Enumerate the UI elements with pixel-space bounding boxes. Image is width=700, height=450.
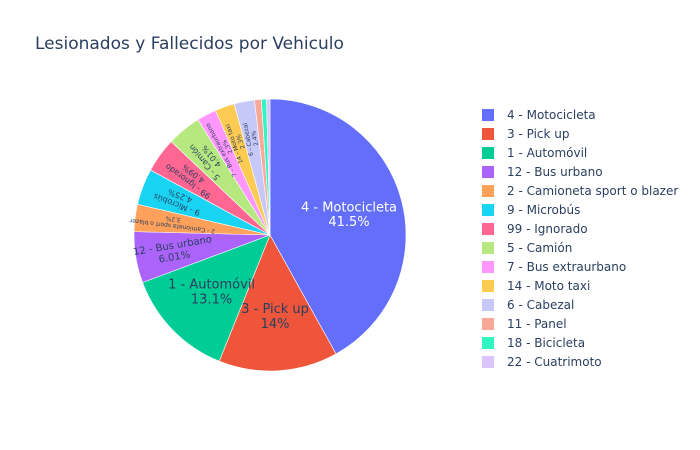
legend-item-3-pick-up[interactable]: 3 - Pick up bbox=[481, 125, 700, 144]
slice-label-1-automovil: 1 - Automóvil 13.1% bbox=[168, 278, 255, 308]
legend-swatch bbox=[482, 223, 494, 235]
legend-item-14-moto-taxi[interactable]: 14 - Moto taxi bbox=[481, 277, 700, 296]
legend-item-18-bicicleta[interactable]: 18 - Bicicleta bbox=[481, 334, 700, 353]
legend: 4 - Motocicleta 3 - Pick up 1 - Automóvil 1… bbox=[481, 106, 700, 372]
legend-swatch bbox=[482, 318, 494, 330]
legend-swatch bbox=[482, 356, 494, 368]
legend-item-7-bus-extraurbano[interactable]: 7 - Bus extraurbano bbox=[481, 258, 700, 277]
pie-slice-4-motocicleta[interactable] bbox=[269, 98, 407, 355]
pie-slices bbox=[133, 98, 407, 372]
legend-label: 14 - Moto taxi bbox=[507, 279, 591, 293]
slice-label-12-bus-urbano: 12 - Bus urbano6.01% bbox=[132, 234, 214, 269]
chart-title: Lesionados y Fallecidos por Vehiculo bbox=[35, 34, 344, 54]
legend-label: 5 - Camión bbox=[507, 241, 573, 255]
pie-slice-22-cuatrimoto[interactable] bbox=[266, 98, 271, 236]
legend-item-12-bus-urbano[interactable]: 12 - Bus urbano bbox=[481, 163, 700, 182]
legend-label: 6 - Cabezal bbox=[507, 298, 575, 312]
legend-swatch bbox=[482, 242, 494, 254]
legend-item-11-panel[interactable]: 11 - Panel bbox=[481, 315, 700, 334]
legend-swatch bbox=[482, 204, 494, 216]
legend-swatch bbox=[482, 185, 494, 197]
legend-swatch bbox=[482, 147, 494, 159]
legend-swatch bbox=[482, 261, 494, 273]
legend-label: 7 - Bus extraurbano bbox=[507, 260, 627, 274]
legend-label: 99 - Ignorado bbox=[507, 222, 588, 236]
slice-label-3-pick-up: 3 - Pick up 14% bbox=[241, 302, 309, 332]
legend-swatch bbox=[482, 166, 494, 178]
pie-slice-3-pick-up[interactable] bbox=[218, 234, 337, 372]
pie-slice-1-automovil[interactable] bbox=[142, 234, 271, 362]
legend-label: 1 - Automóvil bbox=[507, 146, 588, 160]
legend-item-4-motocicleta[interactable]: 4 - Motocicleta bbox=[481, 106, 700, 125]
legend-item-99-ignorado[interactable]: 99 - Ignorado bbox=[481, 220, 700, 239]
legend-label: 11 - Panel bbox=[507, 317, 567, 331]
legend-label: 22 - Cuatrimoto bbox=[507, 355, 602, 369]
slice-label-4-motocicleta: 4 - Motocicleta 41.5% bbox=[301, 200, 397, 230]
legend-item-6-cabezal[interactable]: 6 - Cabezal bbox=[481, 296, 700, 315]
legend-item-2-camioneta-sport-o-blazer[interactable]: 2 - Camioneta sport o blazer bbox=[481, 182, 700, 201]
legend-label: 12 - Bus urbano bbox=[507, 165, 603, 179]
legend-swatch bbox=[482, 109, 494, 121]
legend-label: 4 - Motocicleta bbox=[507, 108, 596, 122]
legend-item-1-automovil[interactable]: 1 - Automóvil bbox=[481, 144, 700, 163]
legend-label: 9 - Microbús bbox=[507, 203, 581, 217]
legend-label: 18 - Bicicleta bbox=[507, 336, 586, 350]
legend-item-5-camion[interactable]: 5 - Camión bbox=[481, 239, 700, 258]
legend-swatch bbox=[482, 299, 494, 311]
legend-item-9-microbus[interactable]: 9 - Microbús bbox=[481, 201, 700, 220]
legend-swatch bbox=[482, 337, 494, 349]
legend-item-22-cuatrimoto[interactable]: 22 - Cuatrimoto bbox=[481, 353, 700, 372]
legend-swatch bbox=[482, 128, 494, 140]
legend-label: 2 - Camioneta sport o blazer bbox=[507, 184, 679, 198]
legend-swatch bbox=[482, 280, 494, 292]
legend-label: 3 - Pick up bbox=[507, 127, 570, 141]
